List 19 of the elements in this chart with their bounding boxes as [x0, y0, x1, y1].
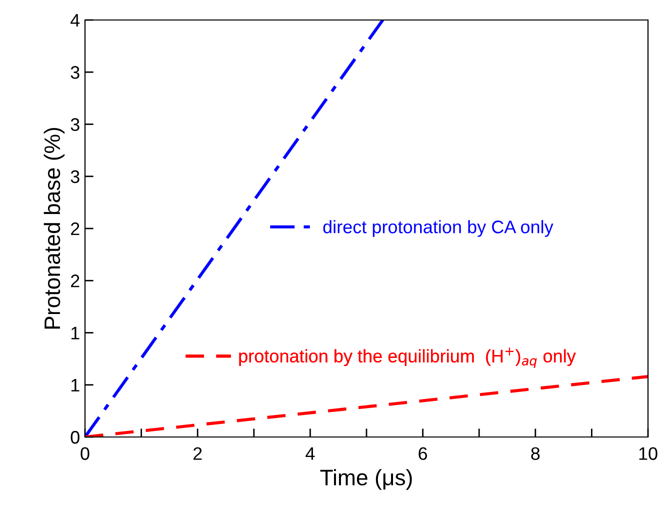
legend-label: protonation by the equilibrium (H$^{+}$)$_{aq}$ only: [239, 347, 576, 368]
y-tick-label: 3: [70, 118, 80, 131]
y-axis-title: Protonated base (%): [44, 128, 65, 329]
legend-label: direct protonation by CA only: [323, 220, 554, 237]
x-tick-label: 6: [418, 447, 428, 460]
x-tick-label: 0: [80, 447, 90, 460]
y-tick-label: 4: [70, 14, 80, 27]
y-tick-label: 2: [71, 274, 80, 288]
x-tick-label: 10: [639, 447, 658, 460]
y-tick-label: 3: [70, 66, 80, 79]
y-tick-label: 1: [71, 378, 80, 392]
x-tick-label: 2: [193, 447, 202, 460]
y-tick-label: 1: [71, 326, 80, 340]
x-tick-label: 4: [306, 447, 315, 460]
x-tick-label: 8: [531, 447, 540, 460]
x-axis-title: Time (μs): [320, 469, 412, 490]
y-tick-label: 3: [70, 170, 80, 184]
y-tick-label: 2: [71, 222, 80, 236]
y-tick-label: 0: [70, 430, 80, 444]
